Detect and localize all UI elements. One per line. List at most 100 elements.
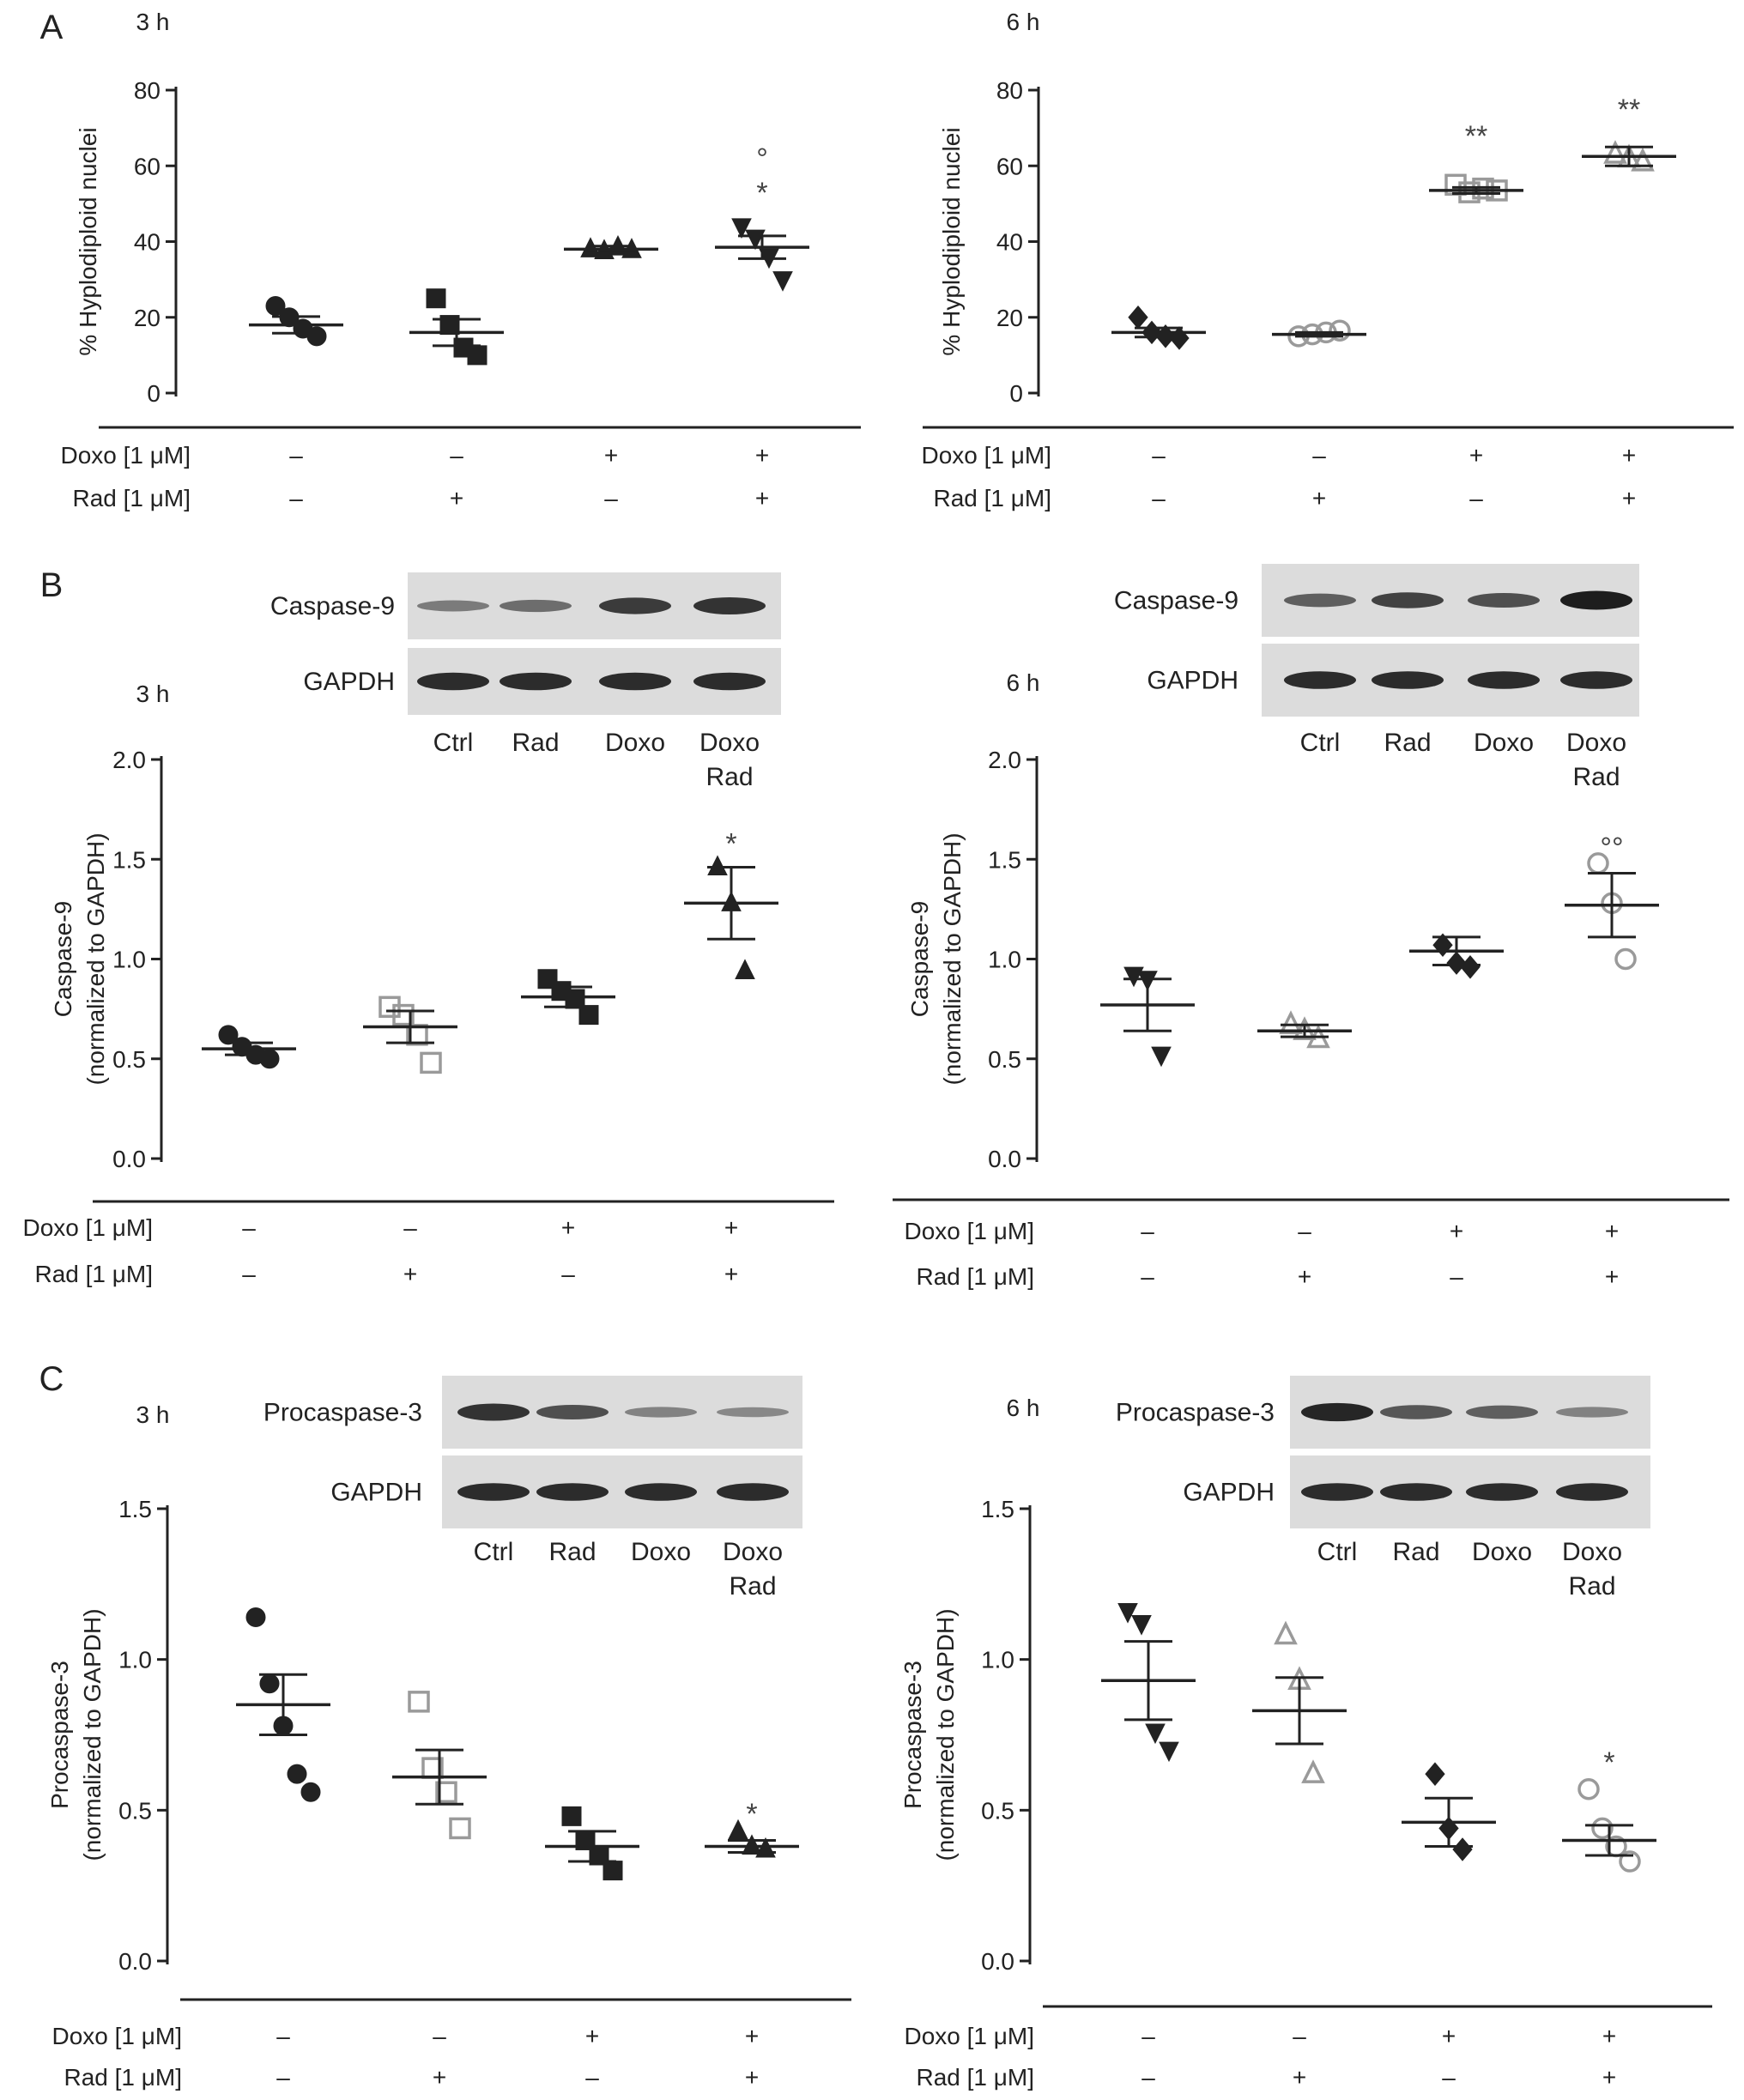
blot-row-label: GAPDH	[303, 668, 395, 696]
data-point	[1293, 1016, 1317, 1040]
rad-sign: +	[1605, 1263, 1619, 1290]
y-tick-label: 0.5	[988, 1046, 1021, 1073]
group-ctrl	[1101, 1602, 1196, 1763]
significance-mark: **	[1465, 120, 1487, 153]
rad-sign: –	[289, 485, 303, 511]
group-rad	[363, 996, 457, 1074]
rad-sign: +	[724, 1261, 738, 1287]
blot-band	[625, 1483, 697, 1501]
y-tick-label: 0.0	[981, 1948, 1014, 1975]
blot-band	[500, 672, 572, 691]
data-point	[1151, 1046, 1172, 1068]
blot-band	[417, 600, 489, 612]
rad-label: Rad [1 μM]	[933, 485, 1051, 511]
group-rad	[409, 288, 504, 366]
rad-sign: –	[585, 2064, 599, 2091]
doxo-sign: –	[289, 442, 303, 469]
timepoint-label: 3 h	[136, 9, 170, 35]
blot-band	[1284, 671, 1356, 689]
y-axis-label: % Hyplodiploid nuclei	[938, 127, 965, 355]
data-point	[1460, 955, 1481, 979]
group-ctrl	[202, 1025, 296, 1069]
y-axis-label: % Hyplodiploid nuclei	[75, 127, 101, 355]
doxo-sign: +	[724, 1214, 738, 1241]
blot-band	[1301, 1483, 1373, 1501]
group-doxo	[1402, 1762, 1496, 1861]
rad-sign: +	[1622, 485, 1636, 511]
western-blot: Procaspase-3 GAPDH Ctrl Rad Doxo Doxo Rad	[263, 1376, 802, 1601]
blot-band	[1466, 1405, 1538, 1419]
group-doxo	[564, 235, 658, 260]
chart-a-6h: 6 h 0 20 40 60 80 % Hyplodiploid nuclei ** ** Dox…	[921, 9, 1734, 511]
data-point	[1131, 1615, 1152, 1636]
blot-lane-label: Rad	[1572, 763, 1620, 791]
blot-lane-label: Ctrl	[474, 1538, 514, 1566]
data-point	[245, 1607, 266, 1627]
y-axis-label: (normalized to GAPDH)	[79, 1608, 106, 1861]
group-doxo	[1429, 173, 1523, 203]
blot-band	[1560, 671, 1632, 689]
group-ctrl	[236, 1607, 330, 1802]
rad-sign: –	[242, 1261, 256, 1287]
data-point	[578, 1005, 599, 1026]
doxo-label: Doxo [1 μM]	[60, 442, 191, 469]
data-point	[435, 1781, 457, 1804]
data-point	[300, 1782, 321, 1802]
blot-lane-label: Doxo	[1472, 1538, 1532, 1566]
y-axis-label: Caspase-9	[50, 901, 76, 1017]
data-point	[565, 989, 585, 1009]
doxo-sign: +	[755, 442, 769, 469]
data-point	[467, 345, 487, 366]
significance-mark: *	[746, 1798, 757, 1831]
y-tick-label: 40	[134, 229, 160, 256]
y-tick-label: 0.5	[112, 1046, 146, 1073]
y-tick-label: 2.0	[112, 747, 146, 773]
significance-mark: °°	[1600, 832, 1623, 864]
y-tick-label: 1.5	[981, 1496, 1014, 1522]
doxo-sign: –	[1298, 1218, 1311, 1244]
rad-sign: +	[745, 2064, 759, 2091]
y-axis-label: (normalized to GAPDH)	[932, 1608, 959, 1861]
doxo-sign: +	[585, 2023, 599, 2049]
panel-letter: C	[39, 1360, 64, 1398]
panel-letter: B	[40, 566, 64, 604]
y-tick-label: 0.0	[118, 1948, 152, 1975]
doxo-sign: –	[450, 442, 463, 469]
y-tick-label: 2.0	[988, 747, 1021, 773]
doxo-label: Doxo [1 μM]	[904, 1218, 1034, 1244]
rad-sign: +	[1293, 2064, 1306, 2091]
rad-label: Rad [1 μM]	[64, 2064, 182, 2091]
blot-band	[1284, 593, 1356, 608]
rad-sign: +	[403, 1261, 417, 1287]
significance-mark: *	[1603, 1746, 1614, 1779]
chart-a-3h: A 3 h 0 20 40 60 80 % Hyplodiploid nuclei °* Doxo…	[40, 9, 861, 511]
data-point	[259, 1673, 280, 1694]
data-point	[1631, 147, 1655, 172]
doxo-sign: +	[561, 1214, 575, 1241]
data-point	[408, 1691, 430, 1713]
panel-letter: A	[40, 9, 64, 46]
blot-band	[599, 597, 671, 614]
y-tick-label: 40	[996, 229, 1023, 256]
blot-lane-label: Doxo	[631, 1538, 691, 1566]
group-doxo-rad	[715, 218, 809, 292]
timepoint-label: 3 h	[136, 1401, 170, 1428]
y-tick-label: 20	[134, 305, 160, 331]
blot-row-label: GAPDH	[1183, 1479, 1275, 1507]
group-doxo-rad	[684, 855, 778, 979]
y-tick-label: 80	[996, 77, 1023, 104]
doxo-sign: +	[745, 2023, 759, 2049]
doxo-label: Doxo [1 μM]	[904, 2023, 1034, 2049]
data-point	[1577, 1777, 1600, 1800]
y-tick-label: 0	[147, 380, 160, 407]
western-blot: Caspase-9 GAPDH Ctrl Rad Doxo Doxo Rad	[270, 572, 781, 791]
group-rad	[392, 1691, 487, 1840]
data-point	[735, 959, 755, 979]
rad-sign: –	[561, 1261, 575, 1287]
group-doxo-rad	[705, 1819, 799, 1858]
timepoint-label: 6 h	[1007, 1395, 1040, 1421]
rad-sign: +	[450, 485, 463, 511]
blot-band	[1468, 592, 1540, 608]
